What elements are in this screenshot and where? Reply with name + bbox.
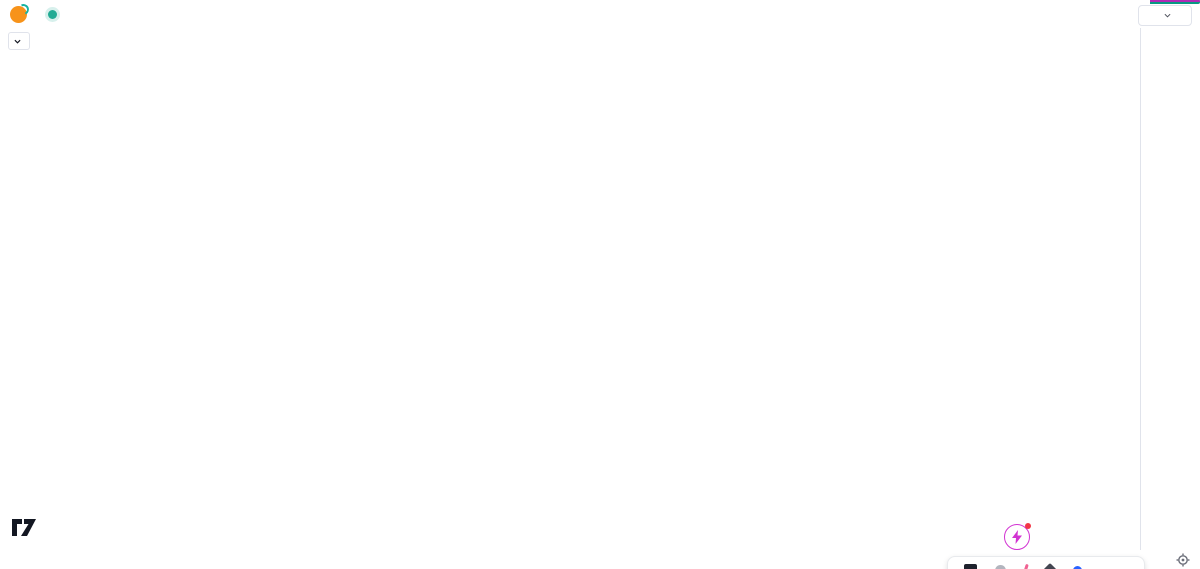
lightning-icon: [1012, 530, 1022, 544]
currency-selector[interactable]: [1138, 5, 1192, 26]
price-scale-settings-icon[interactable]: [1176, 553, 1190, 567]
chevron-down-icon: [1164, 13, 1170, 18]
brush-icon[interactable]: [1022, 563, 1029, 569]
current-price-badge: [1142, 0, 1200, 4]
object-tree-collapse-chip[interactable]: [8, 32, 30, 50]
price-axis[interactable]: [1140, 0, 1200, 550]
eraser-icon[interactable]: [995, 564, 1006, 569]
chart-legend-bar: [0, 0, 1150, 28]
axis-corner: [1140, 550, 1200, 569]
time-axis[interactable]: [0, 550, 1140, 569]
shape-icon[interactable]: [1042, 562, 1058, 569]
magnet-lower-price-badge: [1142, 0, 1200, 2]
dot-tool-icon[interactable]: [1073, 565, 1082, 569]
tradingview-logo-icon[interactable]: [10, 516, 40, 538]
notification-dot: [1025, 523, 1031, 529]
btc-logo-icon: [10, 5, 27, 23]
floating-drawing-toolbar: [947, 556, 1145, 569]
color-swatch-icon[interactable]: [964, 563, 977, 569]
chart-canvas[interactable]: [0, 0, 1140, 550]
market-status-dot-icon[interactable]: [48, 9, 57, 19]
quick-trade-button[interactable]: [1004, 523, 1031, 550]
chevron-down-icon: [14, 39, 21, 44]
